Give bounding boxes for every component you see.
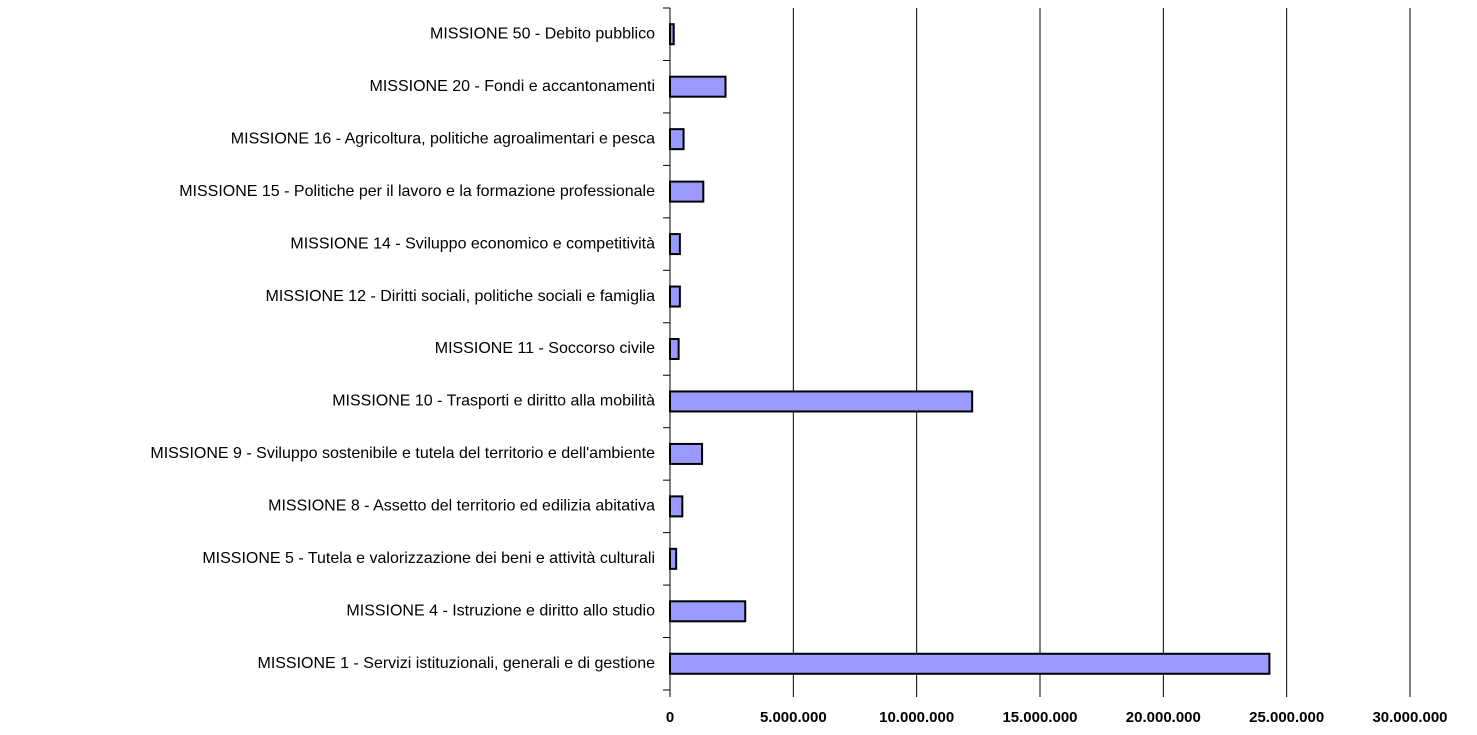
y-tick-label: MISSIONE 8 - Assetto del territorio ed e… <box>268 498 655 515</box>
x-tick-label: 20.000.000 <box>1126 709 1201 726</box>
bar <box>669 128 685 151</box>
bar <box>669 547 678 570</box>
bar <box>669 338 680 360</box>
bar <box>669 495 684 518</box>
x-tick-label: 5.000.000 <box>760 709 827 726</box>
y-tick-label: MISSIONE 16 - Agricoltura, politiche agr… <box>231 130 655 147</box>
x-tick-label: 0 <box>666 709 674 726</box>
bar <box>669 390 974 413</box>
y-tick-label: MISSIONE 9 - Sviluppo sostenibile e tute… <box>150 445 655 462</box>
y-tick-label: MISSIONE 14 - Sviluppo economico e compe… <box>290 235 655 252</box>
bar <box>669 442 704 465</box>
y-tick-label: MISSIONE 4 - Istruzione e diritto allo s… <box>346 603 655 620</box>
y-tick-label: MISSIONE 11 - Soccorso civile <box>435 340 655 357</box>
x-tick-label: 25.000.000 <box>1249 709 1324 726</box>
y-tick-label: MISSIONE 12 - Diritti sociali, politiche… <box>266 288 656 305</box>
y-tick-label: MISSIONE 5 - Tutela e valorizzazione dei… <box>202 550 655 567</box>
y-tick-label: MISSIONE 1 - Servizi istituzionali, gene… <box>257 655 655 672</box>
bar <box>669 23 675 46</box>
bar <box>669 285 681 308</box>
x-tick-label: 30.000.000 <box>1372 709 1447 726</box>
bar <box>669 233 681 256</box>
y-tick-label: MISSIONE 10 - Trasporti e diritto alla m… <box>332 393 655 410</box>
x-tick-label: 10.000.000 <box>879 709 954 726</box>
bar <box>669 600 747 623</box>
y-tick-label: MISSIONE 20 - Fondi e accantonamenti <box>370 78 655 95</box>
x-tick-label: 15.000.000 <box>1002 709 1077 726</box>
bar <box>669 75 727 98</box>
bar <box>669 180 705 203</box>
y-tick-label: MISSIONE 15 - Politiche per il lavoro e … <box>179 183 655 200</box>
y-tick-label: MISSIONE 50 - Debito pubblico <box>430 25 655 42</box>
bar <box>669 652 1271 675</box>
